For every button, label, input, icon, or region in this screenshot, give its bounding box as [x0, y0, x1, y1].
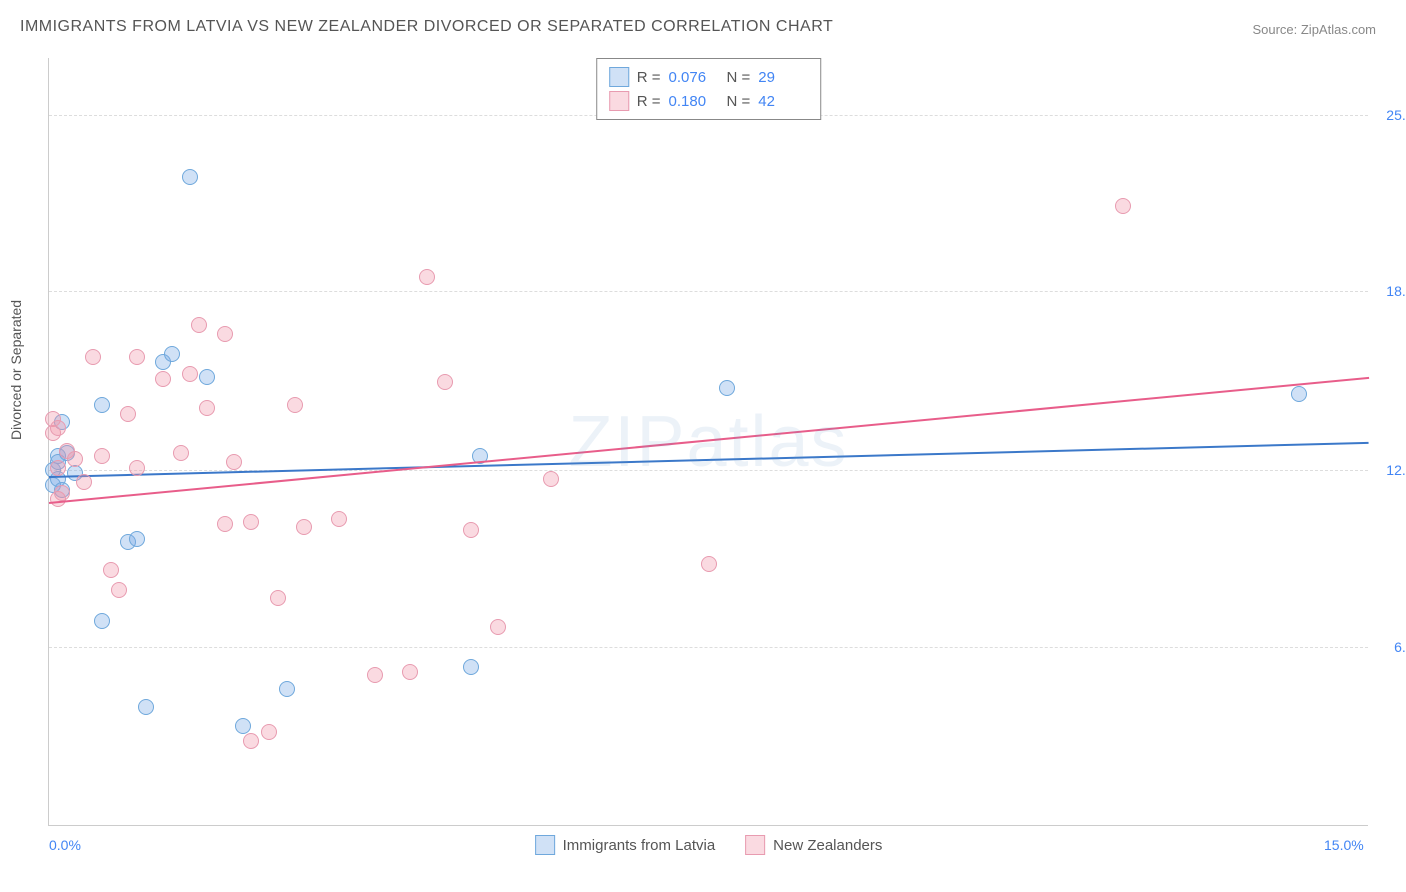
source-label: Source: ZipAtlas.com — [1252, 22, 1376, 37]
scatter-point — [490, 619, 506, 635]
scatter-point — [419, 269, 435, 285]
scatter-point — [50, 460, 66, 476]
scatter-point — [129, 531, 145, 547]
scatter-point — [463, 522, 479, 538]
gridline — [49, 291, 1368, 292]
scatter-point — [155, 371, 171, 387]
chart-title: IMMIGRANTS FROM LATVIA VS NEW ZEALANDER … — [20, 18, 833, 36]
scatter-point — [217, 516, 233, 532]
scatter-point — [287, 397, 303, 413]
scatter-point — [226, 454, 242, 470]
trend-line — [49, 377, 1369, 504]
scatter-point — [367, 667, 383, 683]
legend-item-nz: New Zealanders — [745, 835, 882, 855]
scatter-point — [129, 460, 145, 476]
scatter-point — [129, 349, 145, 365]
n-value-latvia: 29 — [758, 69, 808, 86]
scatter-point — [94, 448, 110, 464]
scatter-point — [279, 681, 295, 697]
legend-stats-row: R = 0.180 N = 42 — [609, 89, 809, 113]
r-value-nz: 0.180 — [669, 93, 719, 110]
scatter-point — [1115, 198, 1131, 214]
scatter-point — [199, 369, 215, 385]
legend-swatch-latvia — [535, 835, 555, 855]
scatter-point — [331, 511, 347, 527]
n-value-nz: 42 — [758, 93, 808, 110]
scatter-point — [182, 169, 198, 185]
n-label: N = — [727, 93, 751, 110]
scatter-point — [719, 380, 735, 396]
legend-swatch-nz — [609, 91, 629, 111]
scatter-point — [261, 724, 277, 740]
scatter-point — [543, 471, 559, 487]
scatter-point — [296, 519, 312, 535]
plot-area: ZIPatlas R = 0.076 N = 29 R = 0.180 N = … — [48, 58, 1368, 826]
scatter-point — [103, 562, 119, 578]
x-tick-label: 0.0% — [49, 837, 81, 853]
legend-stats-row: R = 0.076 N = 29 — [609, 65, 809, 89]
scatter-point — [54, 485, 70, 501]
legend-series: Immigrants from Latvia New Zealanders — [535, 835, 883, 855]
n-label: N = — [727, 69, 751, 86]
scatter-point — [85, 349, 101, 365]
scatter-point — [50, 420, 66, 436]
trend-line — [49, 442, 1369, 478]
y-axis-label: Divorced or Separated — [8, 300, 24, 440]
y-tick-label: 12.5% — [1376, 462, 1406, 478]
scatter-point — [437, 374, 453, 390]
scatter-point — [243, 733, 259, 749]
scatter-point — [173, 445, 189, 461]
scatter-point — [76, 474, 92, 490]
legend-label-nz: New Zealanders — [773, 837, 882, 854]
legend-swatch-nz — [745, 835, 765, 855]
scatter-point — [191, 317, 207, 333]
x-tick-label: 15.0% — [1324, 837, 1364, 853]
scatter-point — [701, 556, 717, 572]
scatter-point — [94, 397, 110, 413]
r-value-latvia: 0.076 — [669, 69, 719, 86]
scatter-point — [243, 514, 259, 530]
y-tick-label: 18.8% — [1376, 283, 1406, 299]
r-label: R = — [637, 69, 661, 86]
r-label: R = — [637, 93, 661, 110]
scatter-point — [164, 346, 180, 362]
y-tick-label: 25.0% — [1376, 107, 1406, 123]
legend-stats: R = 0.076 N = 29 R = 0.180 N = 42 — [596, 58, 822, 120]
legend-swatch-latvia — [609, 67, 629, 87]
legend-label-latvia: Immigrants from Latvia — [563, 837, 716, 854]
scatter-point — [402, 664, 418, 680]
gridline — [49, 647, 1368, 648]
legend-item-latvia: Immigrants from Latvia — [535, 835, 716, 855]
scatter-point — [67, 451, 83, 467]
y-tick-label: 6.3% — [1376, 639, 1406, 655]
scatter-point — [217, 326, 233, 342]
scatter-point — [463, 659, 479, 675]
scatter-point — [111, 582, 127, 598]
scatter-point — [138, 699, 154, 715]
scatter-point — [94, 613, 110, 629]
scatter-point — [182, 366, 198, 382]
scatter-point — [1291, 386, 1307, 402]
scatter-point — [120, 406, 136, 422]
scatter-point — [199, 400, 215, 416]
scatter-point — [270, 590, 286, 606]
